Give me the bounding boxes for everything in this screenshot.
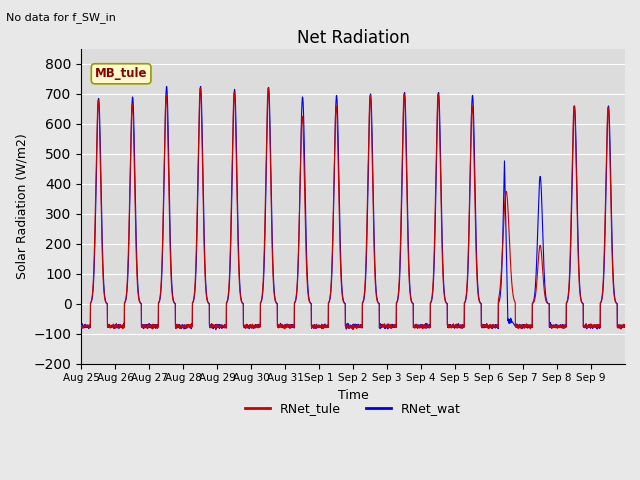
Y-axis label: Solar Radiation (W/m2): Solar Radiation (W/m2) [15, 133, 28, 279]
Text: No data for f_SW_in: No data for f_SW_in [6, 12, 116, 23]
Title: Net Radiation: Net Radiation [297, 29, 410, 48]
Text: MB_tule: MB_tule [95, 67, 147, 80]
Legend: RNet_tule, RNet_wat: RNet_tule, RNet_wat [240, 397, 466, 420]
X-axis label: Time: Time [338, 389, 369, 402]
